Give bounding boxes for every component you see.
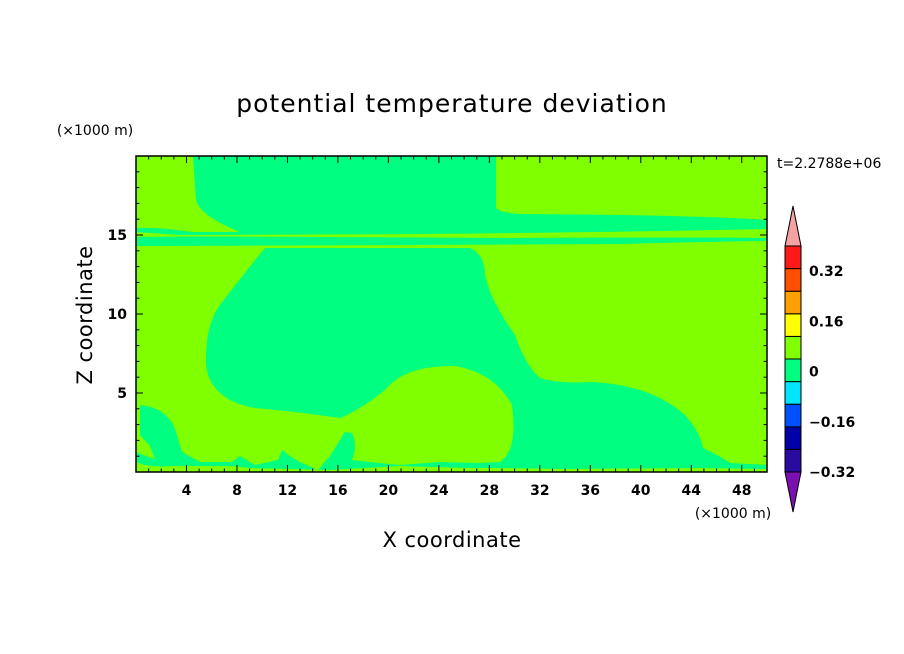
colorbar-label: 0 <box>809 365 819 381</box>
field-region-central <box>136 248 767 472</box>
y-axis: 5 10 15 <box>108 171 767 457</box>
colorbar-label: 0.32 <box>809 264 844 280</box>
time-label: t=2.2788e+06 <box>777 156 881 172</box>
y-unit-label: (×1000 m) <box>57 123 133 139</box>
y-axis-label: Z coordinate <box>73 245 97 384</box>
x-tick-label: 16 <box>328 483 347 499</box>
x-tick-label: 44 <box>682 483 702 499</box>
x-tick-label: 36 <box>581 483 600 499</box>
colorbar-swatch <box>784 313 802 337</box>
x-axis-label: X coordinate <box>382 528 521 552</box>
y-tick-label: 10 <box>108 307 128 323</box>
x-tick-label: 32 <box>530 483 549 499</box>
colorbar-label: −0.16 <box>809 415 855 431</box>
y-tick-label: 5 <box>117 386 127 402</box>
colorbar-swatch <box>784 448 802 473</box>
colorbar-swatch <box>784 381 802 405</box>
x-tick-label: 40 <box>631 483 651 499</box>
field-region-band <box>136 236 767 246</box>
colorbar-under-arrow <box>784 471 802 513</box>
x-tick-label: 4 <box>182 483 192 499</box>
colorbar-swatch <box>784 268 802 292</box>
field-region-upper-left <box>136 156 767 235</box>
colorbar-swatch <box>784 335 802 360</box>
y-tick-label: 15 <box>108 228 127 244</box>
x-tick-label: 8 <box>232 483 242 499</box>
colorbar-swatch <box>784 290 802 315</box>
colorbar: 0.32 0.16 0 −0.16 −0.32 <box>784 205 855 513</box>
x-tick-label: 48 <box>732 483 751 499</box>
colorbar-label: −0.32 <box>809 465 855 481</box>
x-tick-label: 24 <box>429 483 449 499</box>
field-region-bottom-strip <box>136 462 767 472</box>
x-axis: 4 8 12 16 20 24 28 32 36 40 44 48 <box>148 156 755 499</box>
plot-area <box>136 156 767 472</box>
colorbar-swatch <box>784 426 802 450</box>
colorbar-swatch <box>784 403 802 428</box>
chart-title: potential temperature deviation <box>236 89 667 118</box>
colorbar-swatch <box>784 245 802 270</box>
x-unit-label: (×1000 m) <box>695 506 771 522</box>
x-tick-label: 28 <box>480 483 499 499</box>
colorbar-label: 0.16 <box>809 314 844 330</box>
x-tick-label: 20 <box>379 483 399 499</box>
colorbar-swatch <box>784 358 802 383</box>
colorbar-over-arrow <box>784 205 802 247</box>
x-tick-label: 12 <box>278 483 297 499</box>
